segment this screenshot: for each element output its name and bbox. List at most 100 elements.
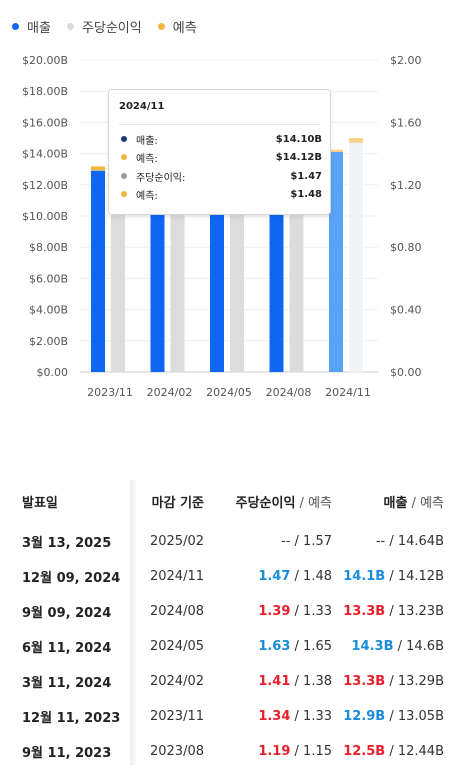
left-axis-tick-label: $12.00B: [22, 179, 68, 192]
revenue-forecast: / 13.23B: [385, 604, 444, 619]
header-eps[interactable]: 주당순이익 / 예측: [204, 478, 332, 524]
revenue-actual: 14.1B: [343, 569, 386, 584]
legend-dot-forecast: [157, 23, 165, 30]
header-period[interactable]: 마감 기준: [151, 495, 204, 511]
right-axis-tick-label: $0.40: [390, 304, 422, 317]
revenue-bar: [269, 164, 284, 372]
legend-item-eps[interactable]: 주당순이익: [66, 17, 142, 36]
tooltip-dot-revenue: [121, 136, 127, 142]
tooltip-row-revenue-forecast: 예측: $14.12B: [121, 149, 322, 165]
header-revenue[interactable]: 매출 / 예측: [332, 478, 464, 524]
revenue-actual: 13.3B: [343, 674, 386, 689]
legend-item-revenue[interactable]: 매출: [12, 17, 51, 36]
cell-period: 2025/02: [149, 534, 204, 549]
left-axis-tick-label: $0.00: [37, 366, 69, 379]
left-axis-tick-label: $18.00B: [22, 85, 68, 98]
eps-forecast: / 1.33: [290, 604, 332, 619]
tooltip-row-revenue: 매출: $14.10B: [121, 131, 322, 147]
tooltip-title: 2024/11: [119, 101, 165, 112]
revenue-actual: 13.3B: [343, 604, 386, 619]
table-row[interactable]: 12월 11, 2023 2023/11 1.34 / 1.33 12.9B / 13…: [0, 699, 464, 734]
eps-forecast-mark: [349, 138, 363, 145]
cell-period: 2023/11: [149, 709, 204, 724]
revenue-bar: [150, 164, 165, 372]
cell-date: 9월 09, 2024: [22, 606, 112, 621]
cell-revenue: 13.3B / 13.29B: [332, 664, 464, 699]
right-axis-tick-label: $1.60: [390, 116, 422, 129]
cell-period: 2024/08: [149, 604, 204, 619]
right-axis-tick-label: $1.20: [390, 179, 422, 192]
legend-dot-revenue: [12, 23, 19, 30]
eps-forecast: / 1.15: [290, 744, 332, 759]
tooltip-row-eps: 주당순이익: $1.47: [121, 168, 322, 184]
eps-actual: 1.41: [258, 674, 291, 689]
legend-item-forecast[interactable]: 예측: [157, 17, 197, 36]
revenue-forecast: / 13.29B: [385, 674, 444, 689]
x-axis-tick-label: 2023/11: [87, 386, 133, 399]
cell-period: 2023/08: [149, 744, 204, 759]
eps-bar: [111, 162, 125, 372]
right-axis-tick-label: $0.80: [390, 241, 422, 254]
eps-forecast: / 1.57: [290, 534, 332, 549]
tooltip-row-eps-forecast: 예측: $1.48: [121, 186, 322, 202]
cell-revenue: 12.9B / 13.05B: [332, 699, 464, 734]
table-row[interactable]: 9월 09, 2024 2024/08 1.39 / 1.33 13.3B / 13.…: [0, 594, 464, 629]
x-axis-tick-label: 2024/02: [147, 386, 193, 399]
header-date[interactable]: 발표일: [22, 495, 58, 511]
cell-eps: 1.47 / 1.48: [204, 559, 332, 594]
legend-label-eps: 주당순이익: [81, 21, 142, 36]
table-body: 3월 13, 2025 2025/02 -- / 1.57 -- / 14.64B 12…: [0, 524, 464, 769]
left-axis-tick-label: $20.00B: [22, 54, 68, 67]
tooltip-value: $14.10B: [275, 133, 322, 145]
revenue-bar: [91, 170, 105, 372]
left-axis-tick-label: $8.00B: [29, 241, 68, 254]
cell-date: 3월 13, 2025: [22, 536, 112, 551]
revenue-forecast: / 14.64B: [385, 534, 444, 549]
revenue-actual: 12.9B: [343, 709, 386, 724]
revenue-forecast-mark: [329, 149, 343, 154]
eps-forecast: / 1.48: [290, 569, 332, 584]
legend-dot-eps: [66, 23, 74, 30]
left-axis-tick-label: $10.00B: [22, 210, 68, 223]
cell-revenue: 12.5B / 12.44B: [332, 734, 464, 769]
right-axis-tick-label: $2.00: [390, 54, 422, 67]
tooltip-dot-eps: [121, 173, 127, 179]
table-column-divider: [130, 480, 136, 765]
left-axis-tick-label: $16.00B: [22, 116, 68, 129]
revenue-forecast: / 14.6B: [393, 639, 444, 654]
tooltip-value: $1.48: [290, 188, 322, 200]
tooltip-label: 매출:: [136, 135, 158, 147]
cell-eps: 1.34 / 1.33: [204, 699, 332, 734]
eps-actual: 1.63: [258, 639, 291, 654]
eps-forecast: / 1.33: [290, 709, 332, 724]
eps-actual: 1.19: [258, 744, 291, 759]
eps-actual: 1.34: [258, 709, 291, 724]
legend-label-revenue: 매출: [27, 21, 51, 36]
cell-period: 2024/02: [149, 674, 204, 689]
header-revenue-forecast: / 예측: [407, 495, 444, 511]
header-eps-label: 주당순이익: [235, 495, 296, 511]
x-axis-tick-label: 2024/08: [266, 386, 312, 399]
eps-actual: 1.47: [258, 569, 291, 584]
tooltip-label: 예측:: [136, 153, 158, 165]
revenue-actual: 14.3B: [351, 639, 394, 654]
chart-legend: 매출 주당순이익 예측: [12, 17, 197, 36]
cell-date: 3월 11, 2024: [22, 676, 112, 691]
cell-revenue: 13.3B / 13.23B: [332, 594, 464, 629]
table-row[interactable]: 12월 09, 2024 2024/11 1.47 / 1.48 14.1B / 14…: [0, 559, 464, 594]
table-row[interactable]: 9월 11, 2023 2023/08 1.19 / 1.15 12.5B / 12.…: [0, 734, 464, 769]
tooltip-value: $1.47: [290, 170, 322, 182]
cell-revenue: -- / 14.64B: [332, 524, 464, 559]
cell-date: 12월 11, 2023: [22, 711, 121, 726]
cell-revenue: 14.1B / 14.12B: [332, 559, 464, 594]
header-eps-forecast: / 예측: [295, 495, 332, 511]
x-axis-tick-label: 2024/05: [206, 386, 252, 399]
tooltip-divider: [119, 124, 320, 125]
table-row[interactable]: 3월 11, 2024 2024/02 1.41 / 1.38 13.3B / 13.…: [0, 664, 464, 699]
table-row[interactable]: 3월 13, 2025 2025/02 -- / 1.57 -- / 14.64B: [0, 524, 464, 559]
eps-actual: 1.39: [258, 604, 291, 619]
revenue-bar: [329, 152, 343, 372]
table-row[interactable]: 6월 11, 2024 2024/05 1.63 / 1.65 14.3B / 14.…: [0, 629, 464, 664]
eps-forecast: / 1.65: [290, 639, 332, 654]
cell-eps: -- / 1.57: [204, 524, 332, 559]
